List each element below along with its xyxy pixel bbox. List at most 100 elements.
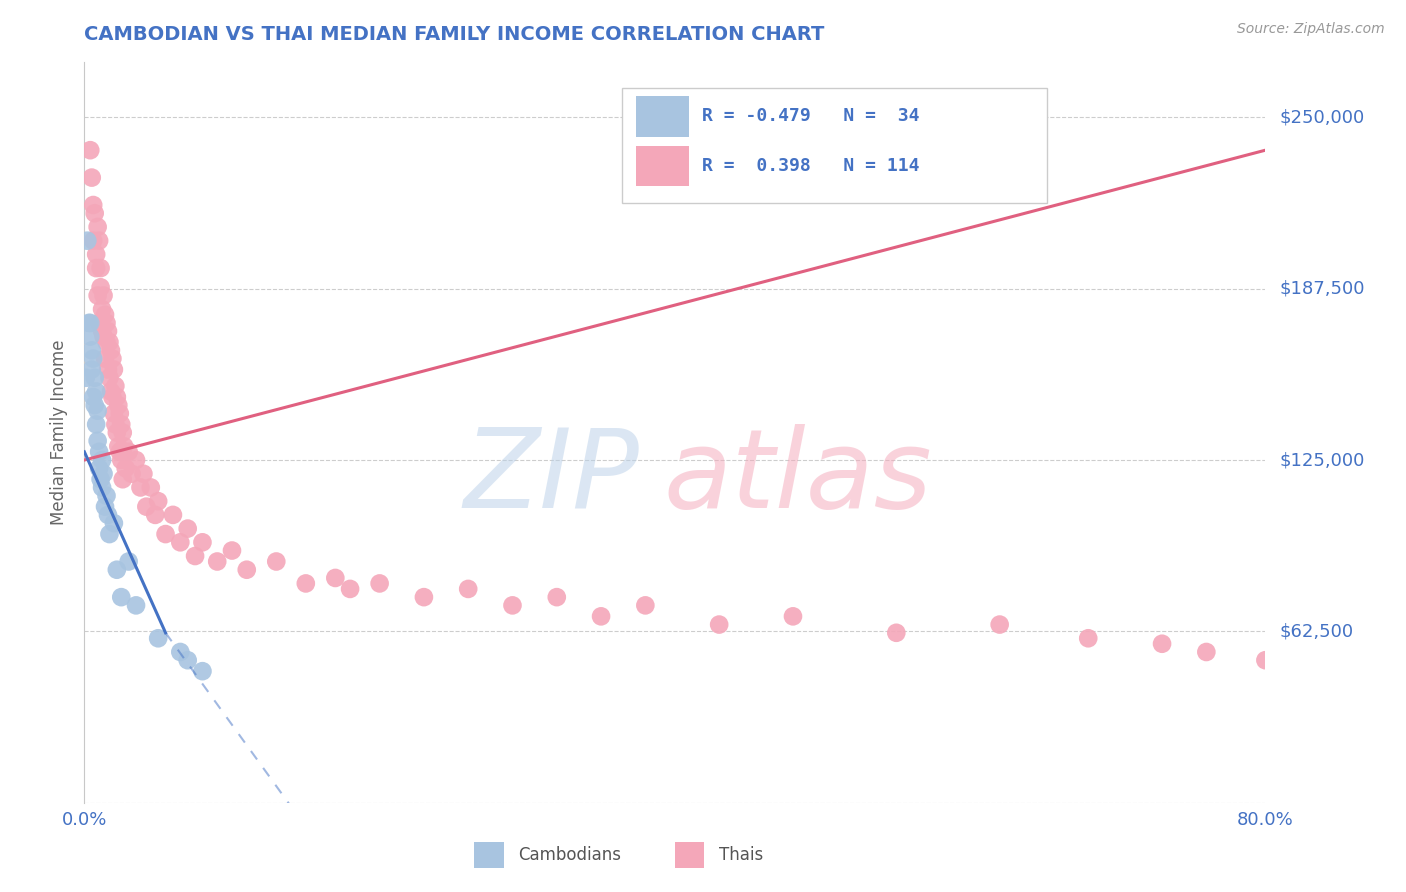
Point [1077,632,1099,646]
Point [87,316,111,330]
Point [90,472,112,486]
Point [295,576,318,591]
Point [103,516,125,530]
Point [132,467,155,481]
Point [121,467,143,481]
Text: $125,000: $125,000 [1279,451,1365,469]
Point [191,535,214,549]
FancyBboxPatch shape [621,88,1047,203]
Point [83,206,105,220]
Point [546,590,568,604]
Point [75,371,97,385]
Point [76,234,98,248]
Point [368,576,391,591]
Text: R = -0.479   N =  34: R = -0.479 N = 34 [702,108,920,126]
Point [103,406,125,420]
Point [98,527,121,541]
Text: $250,000: $250,000 [1279,108,1365,127]
Point [101,351,124,366]
Text: ZIP: ZIP [464,424,640,531]
Point [90,280,112,294]
Point [103,362,125,376]
Point [110,417,132,432]
Point [125,599,148,613]
Point [96,489,118,503]
Point [91,302,114,317]
Text: atlas: atlas [664,424,932,531]
Point [94,308,117,322]
Y-axis label: Median Family Income: Median Family Income [51,340,69,525]
Point [501,599,523,613]
Text: $62,500: $62,500 [1279,623,1354,640]
Point [93,288,115,302]
Point [87,234,111,248]
Point [86,219,108,234]
Point [105,390,128,404]
Point [709,617,731,632]
Text: Cambodians: Cambodians [517,846,621,863]
Point [221,543,243,558]
Point [86,434,108,448]
Point [84,261,107,276]
Text: $187,500: $187,500 [1279,280,1365,298]
Point [148,494,170,508]
Point [94,500,117,514]
Point [1195,645,1218,659]
Point [111,425,134,440]
Text: R =  0.398   N = 114: R = 0.398 N = 114 [702,157,920,175]
Text: CAMBODIAN VS THAI MEDIAN FAMILY INCOME CORRELATION CHART: CAMBODIAN VS THAI MEDIAN FAMILY INCOME C… [84,25,825,45]
Point [93,329,115,343]
Point [77,316,100,330]
Point [266,554,288,568]
Point [135,500,157,514]
Point [82,390,104,404]
Point [82,198,104,212]
Point [96,335,118,350]
Point [94,351,117,366]
Point [86,288,108,302]
Point [112,439,135,453]
Point [782,609,804,624]
Point [87,461,111,475]
Point [118,554,141,568]
Point [93,467,115,481]
Point [162,508,184,522]
Point [105,425,128,440]
Point [457,582,479,596]
Point [886,625,908,640]
Bar [636,145,689,186]
Point [143,508,166,522]
Point [84,247,107,261]
Point [82,234,104,248]
Point [104,379,127,393]
Point [105,563,128,577]
Point [91,453,114,467]
Point [339,582,361,596]
Point [82,351,104,366]
Point [100,384,122,399]
Point [325,571,347,585]
Point [86,403,108,417]
Text: Thais: Thais [718,846,763,863]
Point [80,170,103,185]
Point [90,261,112,276]
Point [191,664,214,678]
Point [110,590,132,604]
Point [83,371,105,385]
Point [98,335,121,350]
Point [83,398,105,412]
Point [139,480,162,494]
Point [79,143,101,157]
Point [84,417,107,432]
Point [79,329,101,343]
Point [101,390,124,404]
Point [80,362,103,376]
Point [1150,637,1173,651]
Point [97,362,120,376]
Point [104,417,127,432]
Point [91,324,114,338]
Point [108,406,131,420]
Point [129,480,152,494]
Point [177,522,200,536]
Point [84,384,107,399]
